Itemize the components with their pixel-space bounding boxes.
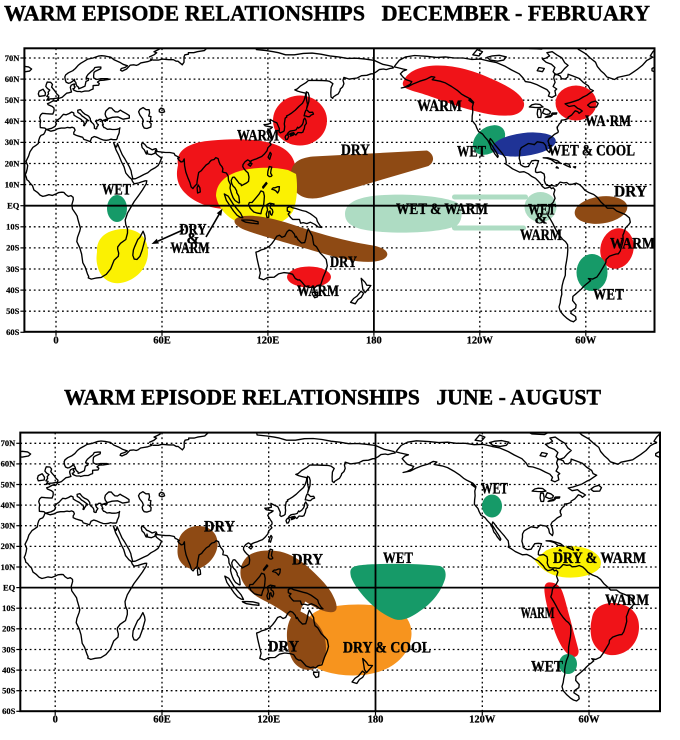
svg-text:10S: 10S	[6, 222, 20, 232]
svg-text:50N: 50N	[1, 479, 17, 489]
svg-text:0: 0	[53, 715, 58, 726]
svg-text:WET & WARM: WET & WARM	[396, 201, 488, 218]
svg-text:WET: WET	[481, 481, 508, 498]
svg-text:40N: 40N	[1, 500, 17, 510]
svg-text:WET: WET	[531, 659, 564, 676]
svg-text:60N: 60N	[1, 459, 17, 469]
svg-text:WARM: WARM	[297, 283, 339, 300]
svg-text:WARM: WARM	[521, 605, 555, 622]
svg-text:DRY: DRY	[180, 222, 207, 239]
svg-text:WET & COOL: WET & COOL	[548, 143, 635, 160]
svg-text:DRY: DRY	[268, 639, 299, 656]
svg-text:WARM: WARM	[520, 227, 562, 244]
svg-text:180: 180	[368, 715, 384, 726]
svg-text:120W: 120W	[469, 715, 496, 726]
svg-text:60W: 60W	[579, 715, 601, 726]
svg-text:EQ: EQ	[3, 582, 16, 592]
svg-text:120E: 120E	[257, 335, 280, 346]
svg-text:WET: WET	[593, 287, 625, 304]
svg-text:DRY: DRY	[341, 142, 370, 159]
svg-text:WA·RM: WA·RM	[585, 113, 631, 130]
svg-text:180: 180	[366, 335, 382, 346]
svg-text:70N: 70N	[5, 53, 21, 63]
svg-text:WET: WET	[383, 550, 414, 567]
svg-text:WARM: WARM	[417, 98, 462, 115]
svg-text:60N: 60N	[5, 74, 21, 84]
svg-text:60E: 60E	[153, 715, 171, 726]
svg-text:120E: 120E	[257, 715, 280, 726]
svg-text:50S: 50S	[2, 686, 16, 696]
svg-text:10S: 10S	[2, 603, 16, 613]
svg-text:70N: 70N	[1, 438, 17, 448]
svg-text:120W: 120W	[467, 335, 494, 346]
svg-text:0: 0	[53, 335, 58, 346]
svg-text:WET: WET	[528, 202, 557, 219]
svg-text:DRY & COOL: DRY & COOL	[343, 640, 431, 657]
svg-text:30N: 30N	[1, 521, 17, 531]
svg-text:30S: 30S	[2, 644, 16, 654]
svg-text:DRY: DRY	[204, 519, 235, 536]
svg-text:&: &	[535, 211, 548, 228]
svg-text:WARM: WARM	[610, 236, 655, 253]
svg-text:10N: 10N	[5, 179, 21, 189]
svg-text:20S: 20S	[2, 624, 16, 634]
svg-text:DRY: DRY	[330, 254, 357, 271]
svg-text:40S: 40S	[6, 285, 20, 295]
svg-text:30N: 30N	[5, 137, 21, 147]
svg-text:DRY: DRY	[292, 552, 323, 569]
svg-text:WARM: WARM	[605, 592, 649, 609]
svg-text:WARM: WARM	[237, 128, 279, 145]
svg-text:60W: 60W	[575, 335, 597, 346]
svg-text:50N: 50N	[5, 95, 21, 105]
svg-text:&: &	[187, 231, 200, 248]
svg-text:WARM EPISODE RELATIONSHIPS J: WARM EPISODE RELATIONSHIPS JUNE - AUGUST	[64, 385, 601, 410]
svg-text:40S: 40S	[2, 665, 16, 675]
svg-text:DRY & WARM: DRY & WARM	[553, 550, 646, 567]
svg-text:50S: 50S	[6, 306, 20, 316]
svg-text:WET: WET	[457, 144, 487, 161]
svg-text:10N: 10N	[1, 562, 17, 572]
svg-text:20N: 20N	[1, 541, 17, 551]
svg-text:40N: 40N	[5, 116, 21, 126]
svg-text:EQ: EQ	[7, 201, 20, 211]
svg-text:30S: 30S	[6, 264, 20, 274]
svg-text:WARM EPISODE RELATIONSHIPS D: WARM EPISODE RELATIONSHIPS DECEMBER - FE…	[4, 1, 650, 26]
svg-text:60S: 60S	[6, 327, 20, 337]
svg-text:WET: WET	[102, 182, 132, 199]
svg-text:WARM: WARM	[171, 240, 210, 257]
svg-text:DRY: DRY	[614, 184, 647, 201]
svg-text:60S: 60S	[2, 706, 16, 716]
svg-text:20S: 20S	[6, 243, 20, 253]
svg-text:60E: 60E	[153, 335, 171, 346]
svg-text:20N: 20N	[5, 158, 21, 168]
